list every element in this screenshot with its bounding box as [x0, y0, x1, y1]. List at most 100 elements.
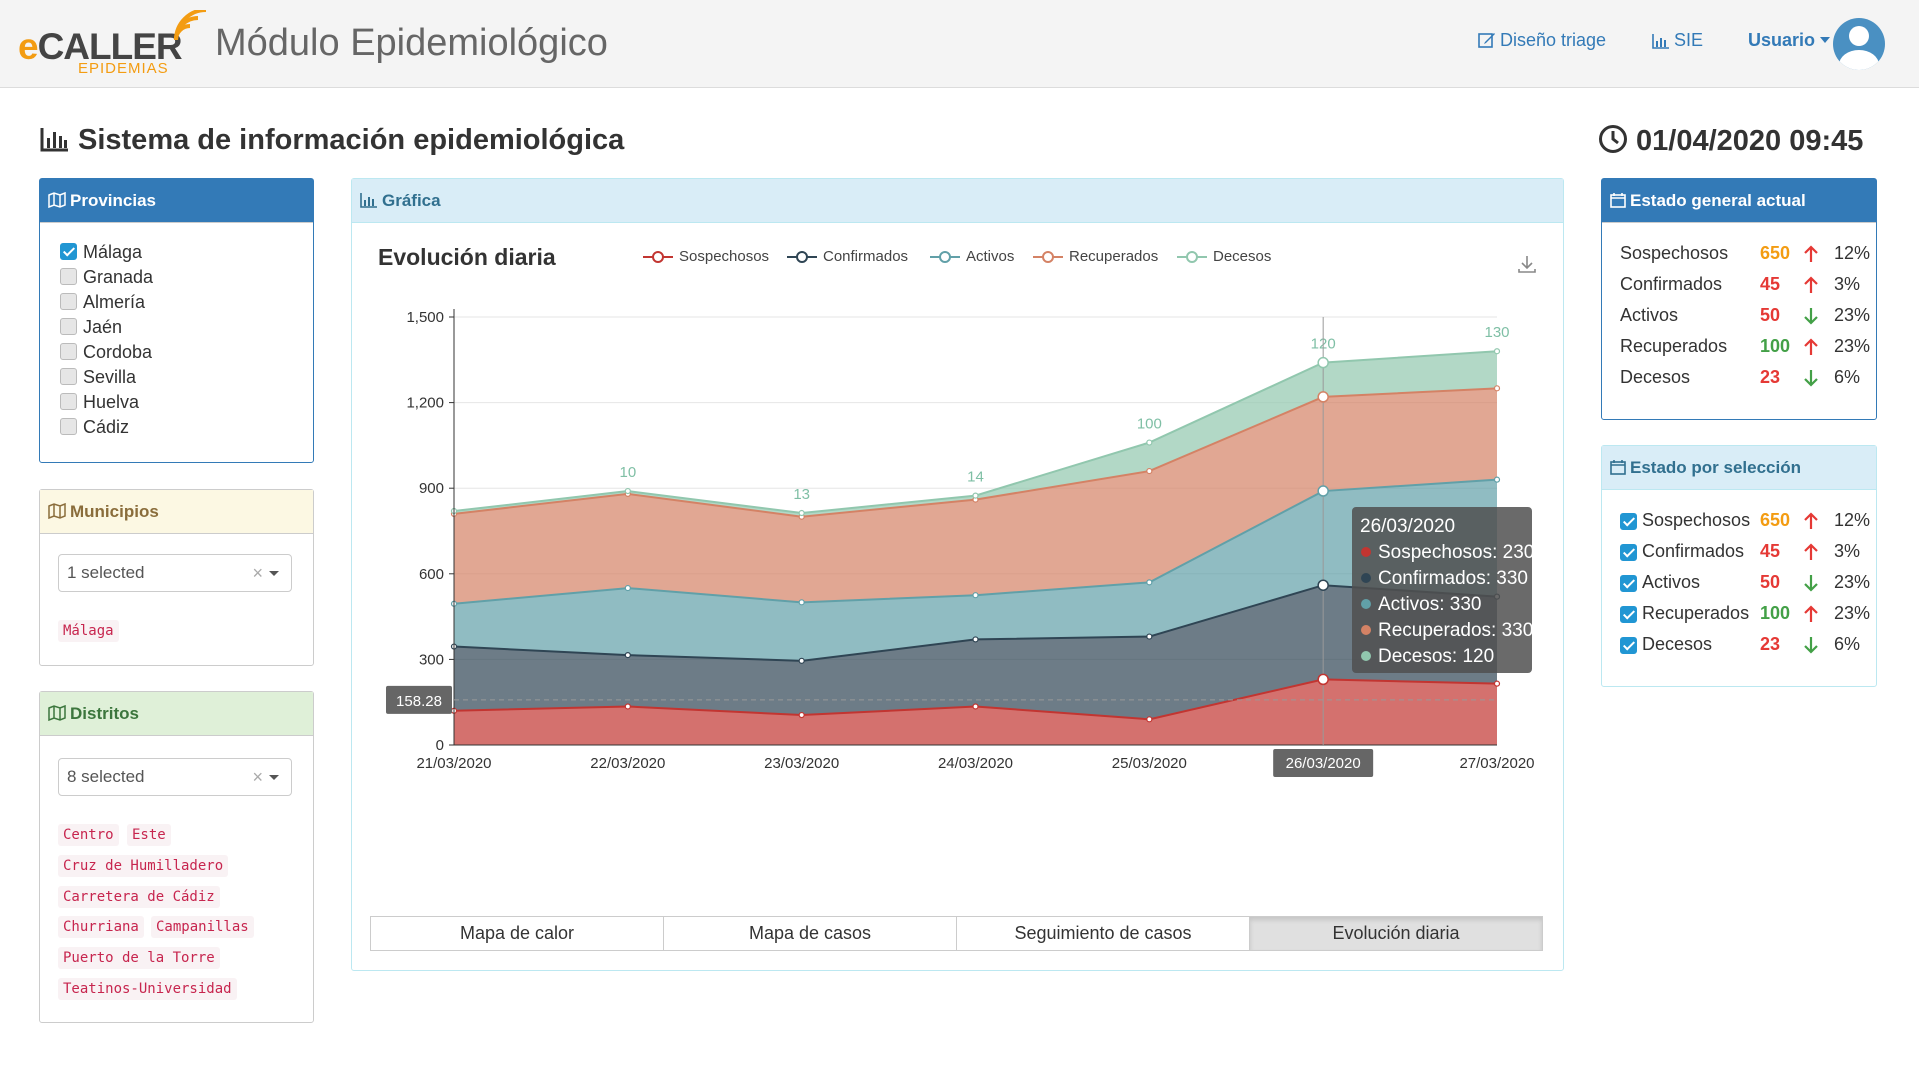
- provincia-checkbox-row[interactable]: Cordoba: [60, 342, 152, 367]
- clear-icon[interactable]: ×: [252, 767, 263, 787]
- highlight-point: [1317, 579, 1329, 591]
- provincia-checkbox-row[interactable]: Almería: [60, 292, 145, 317]
- checkbox-checked-icon[interactable]: [1620, 575, 1637, 592]
- x-tick-label: 24/03/2020: [938, 755, 1013, 772]
- data-point-confirmados: [1146, 633, 1153, 640]
- data-point-activos: [624, 584, 631, 592]
- stat-value: 100: [1760, 603, 1791, 623]
- checkbox-unchecked-icon[interactable]: [60, 293, 77, 310]
- stat-row[interactable]: Sospechosos 650 12%: [1620, 510, 1870, 536]
- user-menu[interactable]: Usuario: [1748, 30, 1831, 51]
- distritos-select[interactable]: 8 selected ×: [58, 758, 292, 796]
- tooltip-line: Activos: 330: [1378, 594, 1482, 615]
- nav-sie-label: SIE: [1674, 30, 1704, 50]
- y-tick-label: 900: [419, 480, 444, 497]
- stat-row: Activos 50 23%: [1620, 305, 1870, 331]
- stat-percent: 6%: [1834, 367, 1861, 387]
- stat-label: Activos: [1620, 305, 1679, 325]
- data-point-confirmados: [624, 652, 631, 659]
- distritos-panel: Distritos 8 selected × Centro Este Cruz …: [39, 691, 314, 1023]
- legend-item-sospechosos[interactable]: Sospechosos: [643, 248, 769, 265]
- legend-item-decesos[interactable]: Decesos: [1177, 248, 1271, 265]
- arrow-down-icon: [1804, 369, 1818, 392]
- download-icon[interactable]: [1517, 254, 1537, 274]
- provincia-label: Jaén: [83, 317, 123, 337]
- data-point-confirmados: [798, 657, 805, 664]
- checkbox-checked-icon[interactable]: [1620, 637, 1637, 654]
- estado-general-title: Estado general actual: [1630, 191, 1806, 210]
- provincias-header: Provincias: [40, 179, 313, 223]
- ecaller-logo[interactable]: eCALLER EPIDEMIAS: [18, 10, 207, 80]
- x-tick-label: 27/03/2020: [1459, 755, 1534, 772]
- crosshair-value: 158.28: [396, 693, 442, 710]
- checkbox-checked-icon[interactable]: [1620, 544, 1637, 561]
- checkbox-checked-icon[interactable]: [1620, 513, 1637, 530]
- provincia-checkbox-row[interactable]: Huelva: [60, 392, 139, 417]
- y-tick-label: 0: [436, 737, 444, 754]
- tab-evolucion-diaria[interactable]: Evolución diaria: [1249, 916, 1543, 951]
- bar-chart-icon: [40, 128, 68, 152]
- legend-line-icon: [1033, 251, 1063, 263]
- municipios-select[interactable]: 1 selected ×: [58, 554, 292, 592]
- stat-value: 45: [1760, 541, 1781, 561]
- map-icon: [48, 704, 66, 722]
- arrow-down-icon: [1804, 636, 1818, 659]
- tab-seguimiento-de-casos[interactable]: Seguimiento de casos: [956, 916, 1250, 951]
- legend-label: Activos: [966, 248, 1015, 265]
- stat-label: Decesos: [1620, 367, 1691, 387]
- legend-item-recuperados[interactable]: Recuperados: [1033, 248, 1158, 265]
- provincia-checkbox-row[interactable]: Cádiz: [60, 417, 129, 442]
- checkbox-unchecked-icon[interactable]: [60, 368, 77, 385]
- logo-subtitle: EPIDEMIAS: [78, 60, 169, 77]
- clear-icon[interactable]: ×: [252, 563, 263, 583]
- edit-icon: [1478, 33, 1495, 48]
- data-label: 13: [793, 486, 810, 503]
- checkbox-unchecked-icon[interactable]: [60, 268, 77, 285]
- tooltip-marker: [1361, 599, 1371, 609]
- checkbox-unchecked-icon[interactable]: [60, 343, 77, 360]
- arrow-up-icon: [1804, 605, 1818, 628]
- distrito-tag: Este: [127, 824, 171, 846]
- data-point-recuperados: [1493, 385, 1501, 392]
- nav-sie[interactable]: SIE: [1652, 30, 1703, 51]
- legend-item-activos[interactable]: Activos: [930, 248, 1014, 265]
- legend-label: Sospechosos: [679, 248, 770, 265]
- current-datetime: 01/04/2020 09:45: [1598, 124, 1863, 158]
- provincia-checkbox-row[interactable]: Sevilla: [60, 367, 136, 392]
- data-point-sospechosos: [624, 703, 631, 710]
- provincia-checkbox-row[interactable]: Granada: [60, 267, 153, 292]
- tooltip-line: Confirmados: 330: [1378, 568, 1528, 589]
- stat-value: 100: [1760, 336, 1791, 356]
- legend-line-icon: [643, 251, 673, 263]
- stat-row[interactable]: Activos 50 23%: [1620, 572, 1870, 598]
- data-point-activos: [972, 592, 979, 599]
- legend-label: Decesos: [1213, 248, 1272, 265]
- nav-diseno-triage[interactable]: Diseño triage: [1478, 30, 1606, 51]
- user-avatar[interactable]: [1833, 18, 1885, 70]
- tooltip-marker: [1361, 625, 1371, 635]
- checkbox-checked-icon[interactable]: [60, 243, 77, 260]
- stat-row[interactable]: Confirmados 45 3%: [1620, 541, 1860, 567]
- tab-mapa-de-calor[interactable]: Mapa de calor: [370, 916, 664, 951]
- tab-mapa-de-casos[interactable]: Mapa de casos: [663, 916, 957, 951]
- checkbox-checked-icon[interactable]: [1620, 606, 1637, 623]
- data-point-decesos: [1493, 348, 1501, 355]
- stat-row[interactable]: Decesos 23 6%: [1620, 634, 1860, 660]
- provincia-checkbox-row[interactable]: Málaga: [60, 242, 142, 267]
- stat-percent: 3%: [1834, 274, 1861, 294]
- stat-value: 23: [1760, 367, 1781, 387]
- stat-label: Confirmados: [1620, 274, 1723, 294]
- provincias-panel: Provincias Málaga Granada Almería Jaén Cordo…: [39, 178, 314, 463]
- provincia-checkbox-row[interactable]: Jaén: [60, 317, 122, 342]
- distrito-tag: Teatinos-Universidad: [58, 978, 237, 1000]
- stat-row[interactable]: Recuperados 100 23%: [1620, 603, 1870, 629]
- checkbox-unchecked-icon[interactable]: [60, 393, 77, 410]
- stat-percent: 12%: [1834, 510, 1871, 530]
- checkbox-unchecked-icon[interactable]: [60, 418, 77, 435]
- caret-down-icon: [269, 571, 279, 576]
- x-tick-label: 22/03/2020: [590, 755, 665, 772]
- checkbox-unchecked-icon[interactable]: [60, 318, 77, 335]
- estado-seleccion-title: Estado por selección: [1630, 458, 1801, 477]
- provincia-label: Granada: [83, 267, 154, 287]
- legend-item-confirmados[interactable]: Confirmados: [787, 248, 908, 265]
